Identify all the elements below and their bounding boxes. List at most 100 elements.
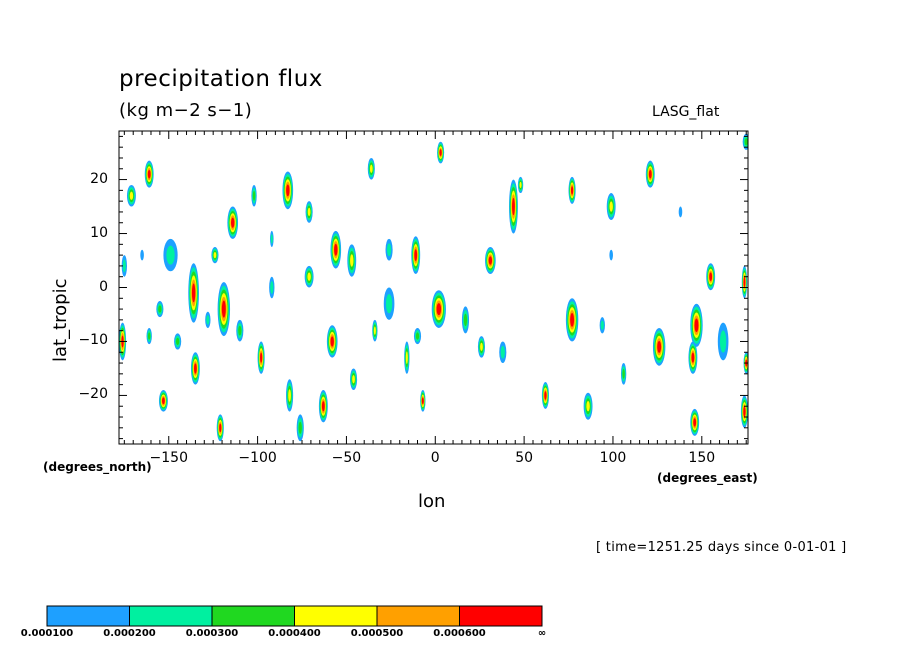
- precip-cell-3-level-6: [147, 169, 151, 179]
- chart-units: (kg m−2 s−1): [119, 100, 253, 121]
- precip-cell-21-level-6: [286, 184, 290, 197]
- precip-cell-30-level-4: [352, 375, 355, 384]
- precip-cell-54-level-6: [657, 340, 662, 353]
- precip-cell-59-level-2: [719, 330, 727, 353]
- precip-cell-48-level-6: [570, 313, 575, 327]
- precip-cell-16-level-3: [238, 325, 242, 336]
- precip-cell-29-level-4: [350, 254, 354, 267]
- precip-cell-34-level-2: [386, 243, 392, 257]
- x-tick-label: 50: [515, 450, 534, 466]
- precip-cell-60-level-6: [743, 276, 746, 288]
- chart-title: precipitation flux: [119, 66, 323, 92]
- precip-cell-40-level-6: [439, 149, 442, 157]
- precip-cell-17-level-3: [252, 190, 256, 201]
- precip-cell-22-level-4: [288, 389, 291, 402]
- precip-cell-53-level-6: [648, 169, 652, 179]
- precip-cell-57-level-6: [693, 418, 697, 427]
- precip-cell-20-level-2: [270, 281, 274, 294]
- colorbar-swatch-4: [376, 605, 460, 627]
- precip-cell-18-level-6: [260, 352, 263, 363]
- y-axis-label: lat_tropic: [50, 278, 71, 363]
- colorbar-label: 0.000200: [103, 628, 156, 639]
- precip-cell-41-level-3: [463, 313, 468, 326]
- colorbar-swatch-2: [211, 605, 295, 627]
- precip-cell-33-level-2: [385, 294, 393, 314]
- precip-cell-27-level-6: [334, 243, 338, 256]
- colorbar-label: 0.000300: [185, 628, 239, 639]
- precip-cell-43-level-6: [488, 256, 493, 265]
- colorbar-label: ∞: [537, 628, 547, 639]
- precip-cell-5-level-3: [158, 305, 162, 313]
- precip-cell-66-level-1: [609, 249, 613, 261]
- y-tick-label: −20: [78, 386, 108, 403]
- precip-cell-25-level-4: [307, 272, 311, 281]
- precip-cell-44-level-2: [500, 345, 505, 359]
- precip-cell-32-level-4: [373, 326, 376, 335]
- precip-cell-46-level-4: [519, 181, 522, 189]
- precip-cell-55-level-6: [691, 352, 695, 363]
- x-tick-label: 0: [430, 450, 440, 466]
- precip-cell-0-level-2: [122, 259, 126, 273]
- precip-cell-8-level-3: [176, 337, 180, 346]
- x-tick-label: −50: [331, 450, 362, 466]
- precip-cell-26-level-6: [321, 401, 325, 412]
- precip-cell-35-level-4: [405, 351, 408, 364]
- precip-cell-42-level-4: [480, 342, 483, 352]
- precip-cell-50-level-4: [586, 401, 590, 412]
- precip-cell-6-level-6: [162, 397, 165, 405]
- colorbar-label: 0.000500: [350, 628, 404, 639]
- precip-cell-51-level-2: [600, 320, 604, 331]
- precip-cell-12-level-4: [213, 252, 217, 259]
- x-tick-label: −100: [238, 450, 277, 466]
- colorbar-label: 0.000100: [20, 628, 74, 639]
- x-tick-label: 100: [599, 450, 627, 466]
- colorbar-label: 0.000600: [433, 628, 486, 639]
- precip-cell-2-level-4: [129, 191, 134, 200]
- precip-cell-64-level-3: [622, 368, 625, 379]
- y-tick-label: 10: [90, 224, 108, 241]
- precip-cell-24-level-4: [307, 207, 311, 217]
- colorbar-swatch-1: [129, 605, 213, 627]
- precip-cell-39-level-6: [436, 303, 442, 316]
- precip-cell-62-level-6: [743, 406, 746, 417]
- precip-cell-14-level-6: [231, 217, 235, 228]
- precip-cell-7-level-2: [166, 245, 175, 265]
- precip-cell-49-level-6: [570, 186, 574, 195]
- precip-cell-63-level-3: [744, 138, 748, 146]
- colorbar-swatch-3: [294, 605, 378, 627]
- precip-cell-36-level-6: [414, 249, 418, 262]
- x-axis-units: (degrees_north): [43, 460, 152, 474]
- x-axis-units-right: (degrees_east): [657, 471, 758, 485]
- precip-cell-10-level-6: [193, 363, 197, 374]
- colorbar-label: 0.000400: [268, 628, 321, 639]
- precip-cell-47-level-6: [544, 391, 547, 400]
- precip-cell-65-level-1: [678, 206, 683, 218]
- colorbar-swatch-0: [46, 605, 130, 627]
- colorbar-swatch-5: [459, 605, 543, 627]
- y-tick-label: 0: [99, 278, 108, 295]
- precip-cell-4-level-3: [147, 332, 151, 340]
- precip-cell-13-level-6: [221, 300, 226, 318]
- precip-cell-28-level-6: [330, 336, 334, 347]
- precip-cell-45-level-6: [512, 198, 515, 216]
- precip-cell-56-level-6: [694, 318, 699, 333]
- precip-cell-19-level-2: [270, 234, 273, 244]
- precip-cell-58-level-6: [709, 272, 713, 281]
- precip-cell-38-level-6: [421, 397, 424, 405]
- precip-cell-15-level-6: [219, 423, 222, 433]
- precip-cell-23-level-3: [298, 421, 302, 434]
- precip-cell-9-level-6: [191, 283, 196, 303]
- precip-cell-52-level-4: [609, 201, 613, 212]
- precip-cell-67-level-1: [140, 249, 144, 261]
- y-tick-label: 20: [90, 170, 108, 187]
- precip-cell-11-level-2: [206, 315, 210, 325]
- x-tick-label: 150: [688, 450, 716, 466]
- time-stamp: [ time=1251.25 days since 0-01-01 ]: [596, 540, 847, 555]
- x-tick-label: −150: [149, 450, 188, 466]
- model-name: LASG_flat: [652, 104, 720, 120]
- precip-cell-37-level-3: [415, 332, 420, 340]
- x-axis-label: lon: [418, 491, 446, 512]
- contour-cells: [119, 133, 748, 442]
- y-tick-label: −10: [78, 332, 108, 349]
